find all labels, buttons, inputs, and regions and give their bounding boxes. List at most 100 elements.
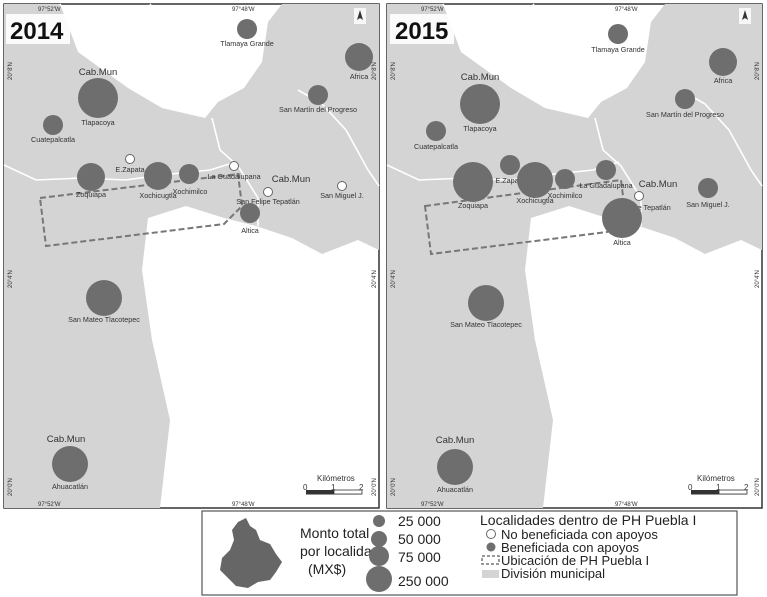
scale-tick-2: 2 xyxy=(359,483,364,492)
locality-label-san-felipe-tepatlan: San Felipe Tepatlán xyxy=(236,197,299,206)
locality-marker-cuatepalcatla xyxy=(43,115,63,135)
locality-marker-e-zapata xyxy=(500,155,520,175)
cabecera-label-san-felipe-tepatlan: Cab.Mun xyxy=(639,179,678,190)
locality-marker-zoquiapa xyxy=(77,163,105,191)
locality-marker-ahuacatlan xyxy=(52,446,88,482)
locality-label-san-miguel-j: San Miguel J. xyxy=(320,191,364,200)
scale-tick-0: 0 xyxy=(688,483,693,492)
locality-label-san-martin-del-progreso: San Martín del Progreso xyxy=(646,110,724,119)
locality-marker-altica xyxy=(240,203,260,223)
locality-marker-tlamaya-grande xyxy=(237,19,257,39)
locality-label-africa: Africa xyxy=(350,72,368,81)
locality-label-altica: Altica xyxy=(613,238,631,247)
legend-beneficiada-label: Beneficiada con apoyos xyxy=(501,540,640,555)
locality-marker-xochicugtla xyxy=(144,162,172,190)
coord-right-top: 20°8'N xyxy=(372,62,378,80)
locality-label-tlapacoya: Tlapacoya xyxy=(463,124,496,133)
coord-bottom-left: 97°52'W xyxy=(38,502,61,508)
locality-marker-cuatepalcatla xyxy=(426,121,446,141)
legend-no-beneficiada-symbol xyxy=(486,529,496,539)
coord-left-mid: 20°4'N xyxy=(8,270,14,288)
north-arrow-icon xyxy=(739,8,751,24)
locality-marker-san-mateo-tlacotepec xyxy=(86,280,122,316)
locality-label-san-mateo-tlacotepec: San Mateo Tlacotepec xyxy=(450,320,522,329)
locality-marker-san-miguel-j xyxy=(698,178,718,198)
legend-size-label-1: 50 000 xyxy=(398,531,441,547)
year-label-bg xyxy=(6,14,70,44)
locality-marker-ahuacatlan xyxy=(437,449,473,485)
legend-ubicacion-label: Ubicación de PH Puebla I xyxy=(501,553,649,568)
locality-marker-africa xyxy=(345,43,373,71)
locality-marker-tlapacoya xyxy=(460,84,500,124)
locality-marker-la-guadalupana xyxy=(229,161,239,171)
locality-marker-tlamaya-grande xyxy=(608,24,628,44)
coord-right-top: 20°8'N xyxy=(755,62,761,80)
north-arrow-icon xyxy=(354,8,366,24)
scale-title: Kilómetros xyxy=(697,474,735,483)
locality-marker-san-mateo-tlacotepec xyxy=(468,285,504,321)
locality-label-tlamaya-grande: Tlamaya Grande xyxy=(591,45,645,54)
coord-left-bottom: 20°0'N xyxy=(391,478,397,496)
locality-label-e-zapata: E.Zapata xyxy=(495,176,524,185)
legend-size-label-0: 25 000 xyxy=(398,513,441,529)
legend-size-title-2: por localidad xyxy=(300,543,379,559)
locality-label-san-martin-del-progreso: San Martín del Progreso xyxy=(279,105,357,114)
legend-size-label-2: 75 000 xyxy=(398,549,441,565)
locality-marker-san-martin-del-progreso xyxy=(308,85,328,105)
year-label: 2014 xyxy=(10,18,64,45)
legend-division-symbol xyxy=(482,570,499,578)
coord-top-left: 97°52'W xyxy=(421,7,444,13)
locality-marker-la-guadalupana xyxy=(596,160,616,180)
scale-bar: Kilómetros 0 1 2 xyxy=(303,474,364,495)
legend-size-circle-25000 xyxy=(373,515,385,527)
puebla-state-silhouette-icon xyxy=(220,518,282,588)
scale-tick-0: 0 xyxy=(303,483,308,492)
cabecera-label-ahuacatlan: Cab.Mun xyxy=(436,435,475,446)
legend-beneficiada-symbol xyxy=(486,542,496,552)
map-panel-2015: Tlamaya Grande Africa San Martín del Progr… xyxy=(386,3,763,509)
locality-label-san-miguel-j: San Miguel J. xyxy=(686,200,730,209)
cabecera-label-tlapacoya: Cab.Mun xyxy=(461,72,500,83)
locality-marker-zoquiapa xyxy=(453,162,493,202)
scale-tick-1: 1 xyxy=(716,483,721,492)
coord-left-mid: 20°4'N xyxy=(391,270,397,288)
legend-size-circle-250000 xyxy=(366,566,392,592)
coord-bottom-right: 97°48'W xyxy=(615,502,638,508)
locality-marker-e-zapata xyxy=(125,154,135,164)
locality-label-cuatepalcatla: Cuatepalcatla xyxy=(414,142,458,151)
locality-label-cuatepalcatla: Cuatepalcatla xyxy=(31,135,75,144)
coord-right-mid: 20°4'N xyxy=(372,270,378,288)
locality-marker-san-martin-del-progreso xyxy=(675,89,695,109)
locality-marker-xochimilco xyxy=(555,169,575,189)
locality-label-xochimilco: Xochimilco xyxy=(548,191,583,200)
legend-division-label: División municipal xyxy=(501,566,605,581)
coord-right-mid: 20°4'N xyxy=(755,270,761,288)
coord-left-top: 20°8'N xyxy=(8,62,14,80)
legend: Monto total por localidad (MX$) 25 000 5… xyxy=(201,510,738,596)
legend-categories-title: Localidades dentro de PH Puebla I xyxy=(480,512,696,528)
scale-tick-1: 1 xyxy=(331,483,336,492)
locality-marker-tlapacoya xyxy=(78,78,118,118)
locality-label-san-mateo-tlacotepec: San Mateo Tlacotepec xyxy=(68,315,140,324)
locality-marker-san-miguel-j xyxy=(337,181,347,191)
scale-tick-2: 2 xyxy=(744,483,749,492)
locality-label-xochicugtla: Xochicugtla xyxy=(516,196,553,205)
coord-left-bottom: 20°0'N xyxy=(8,478,14,496)
cabecera-label-san-felipe-tepatlan: Cab.Mun xyxy=(272,174,311,185)
scale-title: Kilómetros xyxy=(317,474,355,483)
legend-no-beneficiada-label: No beneficiada con apoyos xyxy=(501,527,658,542)
cabecera-label-tlapacoya: Cab.Mun xyxy=(79,67,118,78)
coord-top-right: 97°48'W xyxy=(232,7,255,13)
coord-right-bottom: 20°0'N xyxy=(755,478,761,496)
coord-top-right: 97°48'W xyxy=(615,7,638,13)
locality-label-africa: Africa xyxy=(714,76,732,85)
map-panel-2014: Tlamaya Grande Africa San Martín del Progr… xyxy=(3,3,380,509)
locality-marker-san-felipe-tepatlan xyxy=(634,191,644,201)
locality-label-e-zapata: E.Zapata xyxy=(115,165,144,174)
locality-label-altica: Altica xyxy=(241,226,259,235)
locality-label-tlamaya-grande: Tlamaya Grande xyxy=(220,39,274,48)
locality-label-la-guadalupana: La Guadalupana xyxy=(579,181,632,190)
legend-size-title-1: Monto total xyxy=(300,525,369,541)
cabecera-label-ahuacatlan: Cab.Mun xyxy=(47,434,86,445)
coord-right-bottom: 20°0'N xyxy=(372,478,378,496)
